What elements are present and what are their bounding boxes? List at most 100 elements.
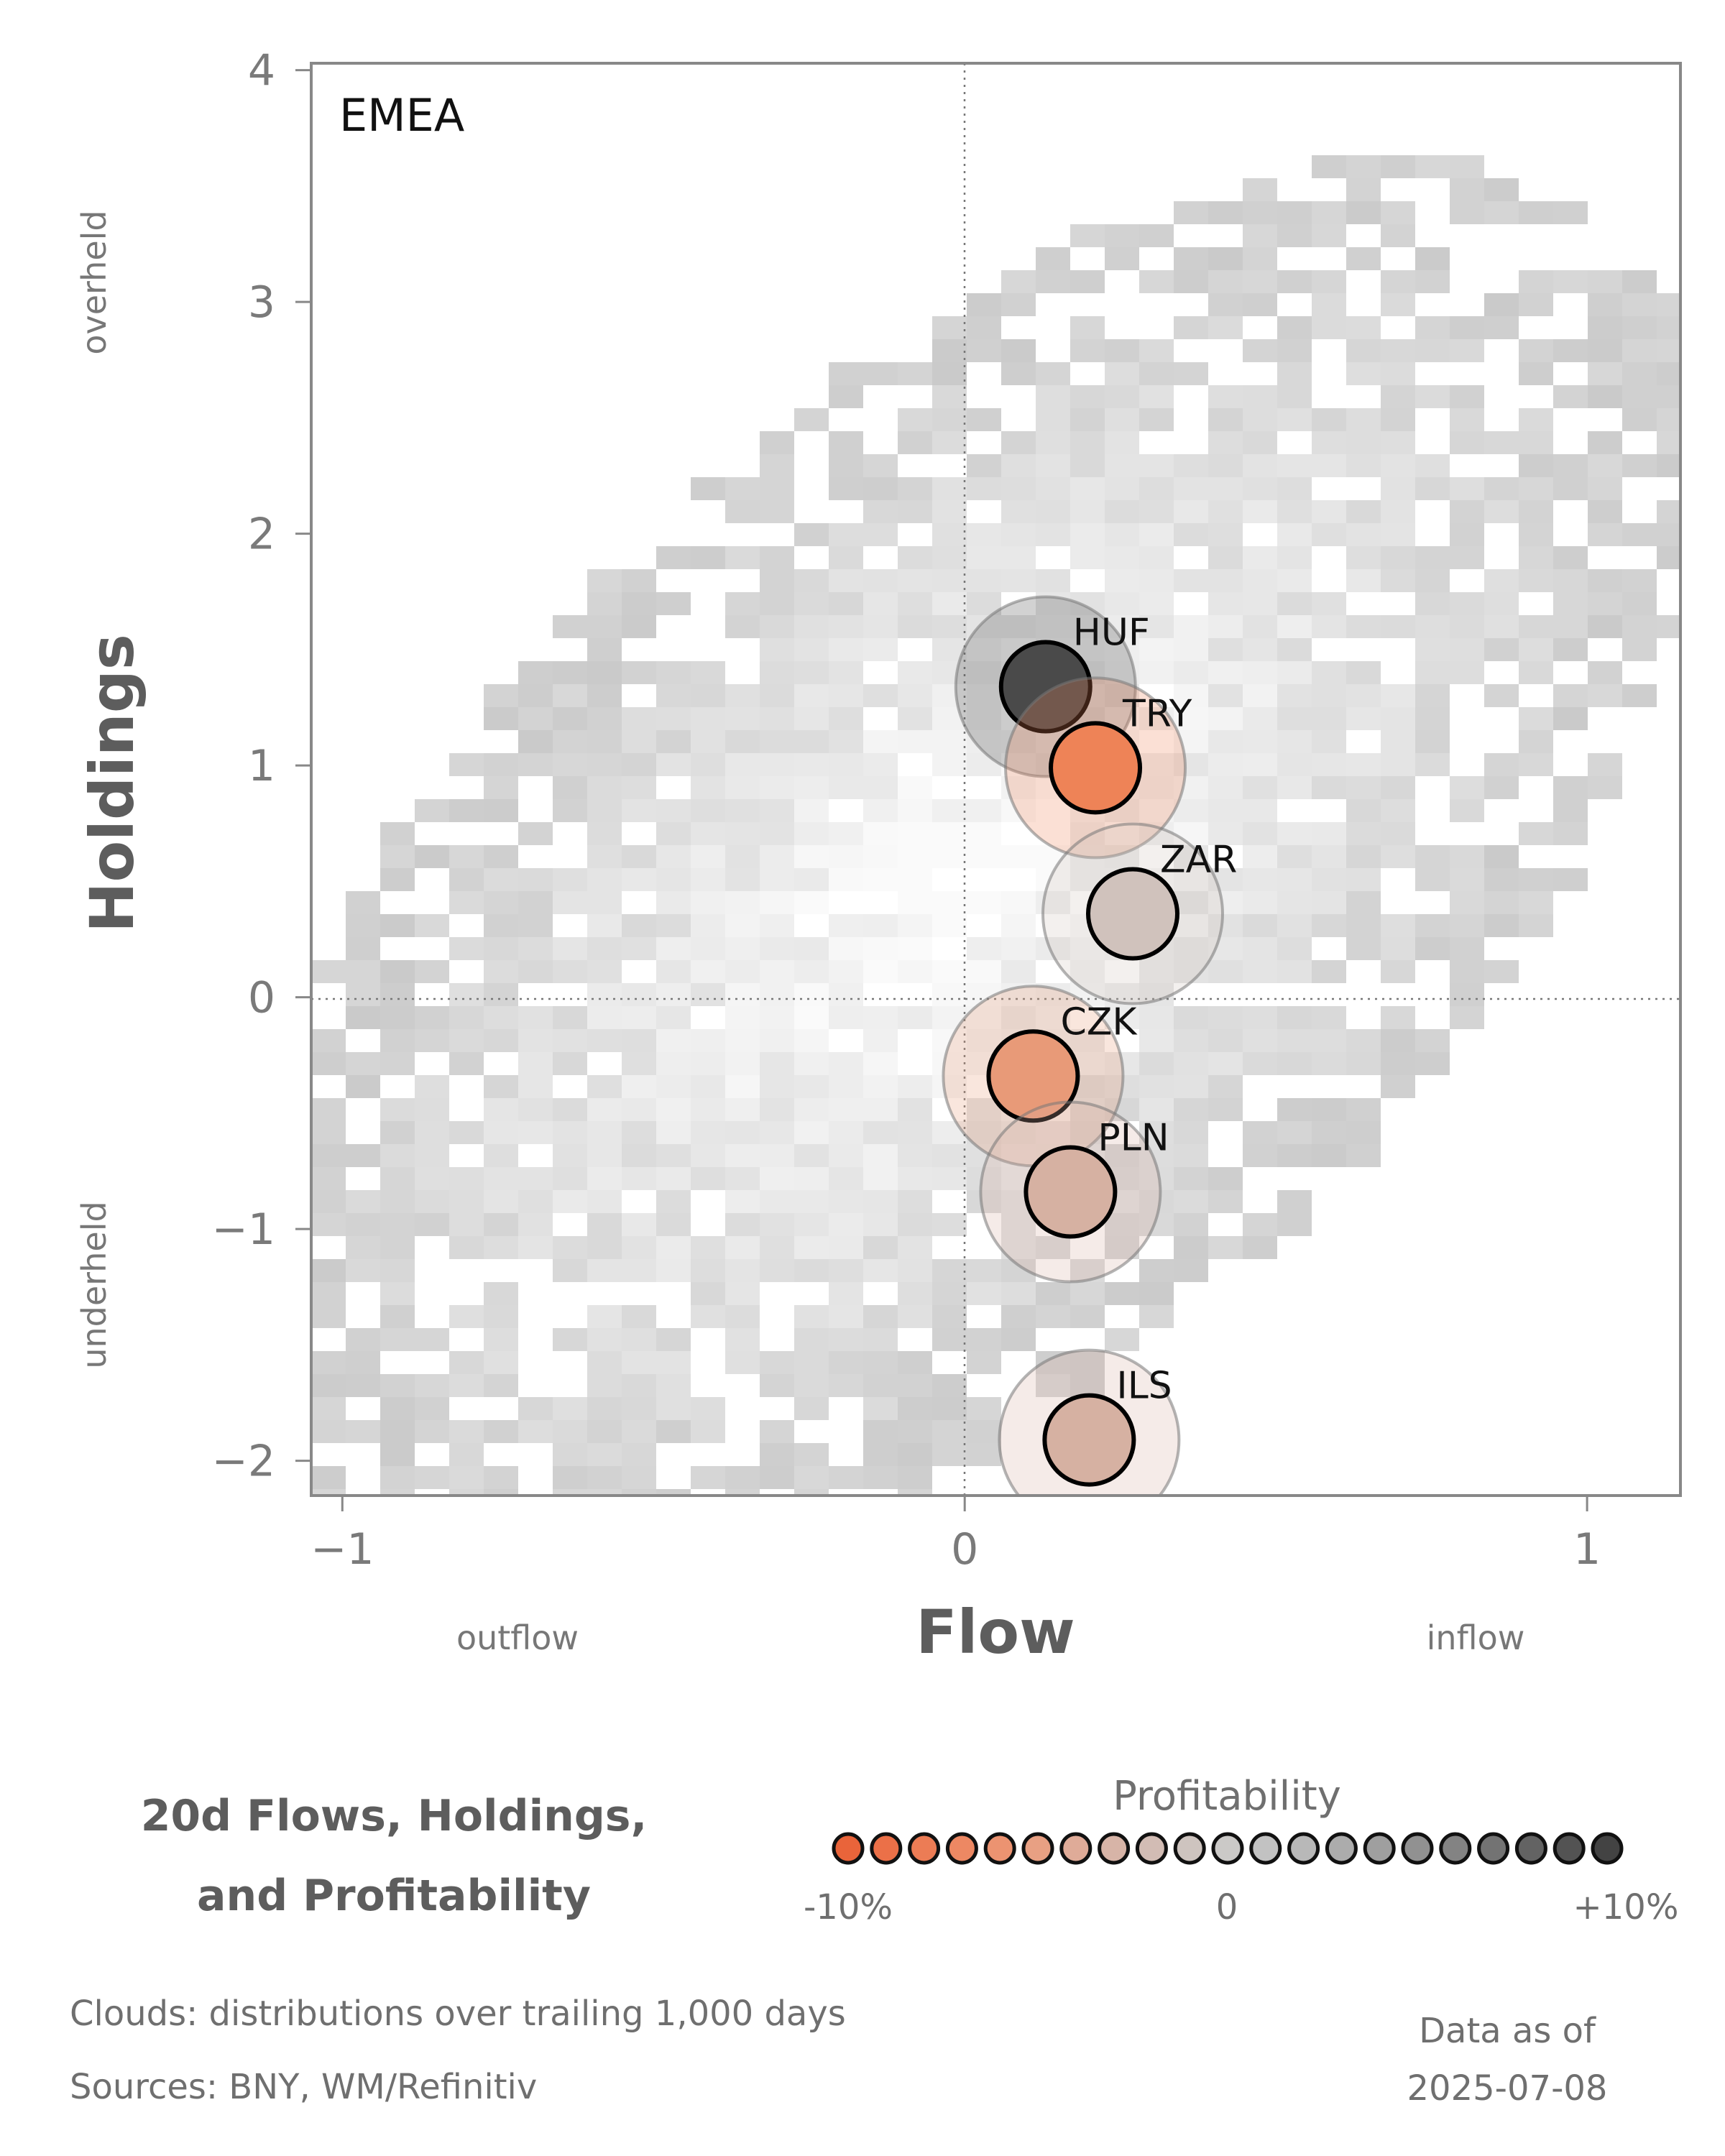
cloud-cell xyxy=(1346,454,1381,477)
cloud-cell xyxy=(484,1328,518,1351)
cloud-cell xyxy=(1001,845,1036,868)
cloud-cell xyxy=(932,339,967,362)
cloud-cell xyxy=(1174,753,1208,776)
cloud-cell xyxy=(932,1305,967,1328)
cloud-cell xyxy=(1312,661,1346,684)
cloud-cell xyxy=(449,1374,484,1397)
point-label-zar: ZAR xyxy=(1160,839,1237,882)
cloud-cell xyxy=(1139,500,1174,523)
cloud-cell xyxy=(1243,776,1277,799)
cloud-cell xyxy=(1139,1305,1174,1328)
cloud-cell xyxy=(311,1259,346,1282)
cloud-cell xyxy=(587,661,622,684)
cloud-cell xyxy=(1036,454,1070,477)
cloud-cell xyxy=(1174,477,1208,500)
cloud-cell xyxy=(1139,592,1174,615)
cloud-cell xyxy=(1484,960,1519,983)
cloud-cell xyxy=(863,523,898,546)
cloud-cell xyxy=(1381,799,1415,822)
cloud-cell xyxy=(829,1167,863,1190)
cloud-cell xyxy=(1312,707,1346,730)
cloud-cell xyxy=(760,868,794,891)
cloud-cell xyxy=(1622,454,1657,477)
cloud-cell xyxy=(1243,937,1277,960)
cloud-cell xyxy=(829,615,863,638)
cloud-cell xyxy=(1105,224,1139,247)
cloud-cell xyxy=(484,1305,518,1328)
cloud-cell xyxy=(967,822,1001,845)
cloud-cell xyxy=(1174,1144,1208,1167)
cloud-cell xyxy=(1450,891,1484,914)
cloud-cell xyxy=(794,822,829,845)
cloud-cell xyxy=(1139,707,1174,730)
cloud-cell xyxy=(1036,523,1070,546)
cloud-cell xyxy=(794,1374,829,1397)
cloud-cell xyxy=(587,1420,622,1443)
region-label: EMEA xyxy=(339,89,464,142)
cloud-cell xyxy=(1105,408,1139,431)
cloud-cell xyxy=(725,845,760,868)
legend-swatch xyxy=(1477,1832,1510,1865)
cloud-cell xyxy=(1174,868,1208,891)
cloud-cell xyxy=(518,1420,553,1443)
legend-swatch xyxy=(945,1832,978,1865)
cloud-cell xyxy=(1277,684,1312,707)
cloud-cell xyxy=(932,684,967,707)
cloud-cell xyxy=(587,730,622,753)
cloud-cell xyxy=(967,1397,1001,1420)
cloud-cell xyxy=(1001,914,1036,937)
cloud-cell xyxy=(484,753,518,776)
cloud-cell xyxy=(1381,500,1415,523)
cloud-cell xyxy=(1277,1213,1312,1236)
cloud-cell xyxy=(691,546,725,569)
cloud-cell xyxy=(1243,385,1277,408)
cloud-cell xyxy=(1519,753,1553,776)
cloud-cell xyxy=(1622,569,1657,592)
cloud-cell xyxy=(794,1190,829,1213)
cloud-cell xyxy=(1450,431,1484,454)
cloud-cell xyxy=(1243,638,1277,661)
cloud-cell xyxy=(518,822,553,845)
cloud-cell xyxy=(553,1236,587,1259)
cloud-cell xyxy=(1105,247,1139,270)
cloud-cell xyxy=(760,707,794,730)
cloud-cell xyxy=(898,431,932,454)
cloud-cell xyxy=(1105,592,1139,615)
cloud-cell xyxy=(829,1213,863,1236)
cloud-cell xyxy=(484,1236,518,1259)
cloud-cell xyxy=(1001,477,1036,500)
cloud-cell xyxy=(1208,1236,1243,1259)
cloud-cell xyxy=(346,1374,380,1397)
cloud-cell xyxy=(1622,385,1657,408)
cloud-cell xyxy=(1174,937,1208,960)
cloud-cell xyxy=(1657,454,1680,477)
cloud-cell xyxy=(1346,362,1381,385)
cloud-cell xyxy=(1277,638,1312,661)
cloud-cell xyxy=(311,1374,346,1397)
cloud-cell xyxy=(794,776,829,799)
cloud-cell xyxy=(484,1144,518,1167)
cloud-cell xyxy=(794,730,829,753)
cloud-cell xyxy=(898,1236,932,1259)
cloud-cell xyxy=(587,1374,622,1397)
cloud-cell xyxy=(794,1328,829,1351)
cloud-cell xyxy=(1243,799,1277,822)
cloud-cell xyxy=(932,1282,967,1305)
cloud-cell xyxy=(760,891,794,914)
cloud-cell xyxy=(415,1466,449,1489)
cloud-cell xyxy=(1519,868,1553,891)
cloud-cell xyxy=(863,592,898,615)
cloud-cell xyxy=(1381,523,1415,546)
cloud-cell xyxy=(1450,661,1484,684)
cloud-cell xyxy=(1208,914,1243,937)
cloud-cell xyxy=(967,1029,1001,1052)
cloud-cell xyxy=(932,477,967,500)
cloud-cell xyxy=(518,1006,553,1029)
cloud-cell xyxy=(725,1098,760,1121)
sources-note: Sources: BNY, WM/Refinitiv xyxy=(70,2067,537,2107)
cloud-cell xyxy=(1346,569,1381,592)
cloud-cell xyxy=(967,316,1001,339)
cloud-cell xyxy=(898,891,932,914)
cloud-cell xyxy=(1036,891,1070,914)
cloud-cell xyxy=(1519,615,1553,638)
